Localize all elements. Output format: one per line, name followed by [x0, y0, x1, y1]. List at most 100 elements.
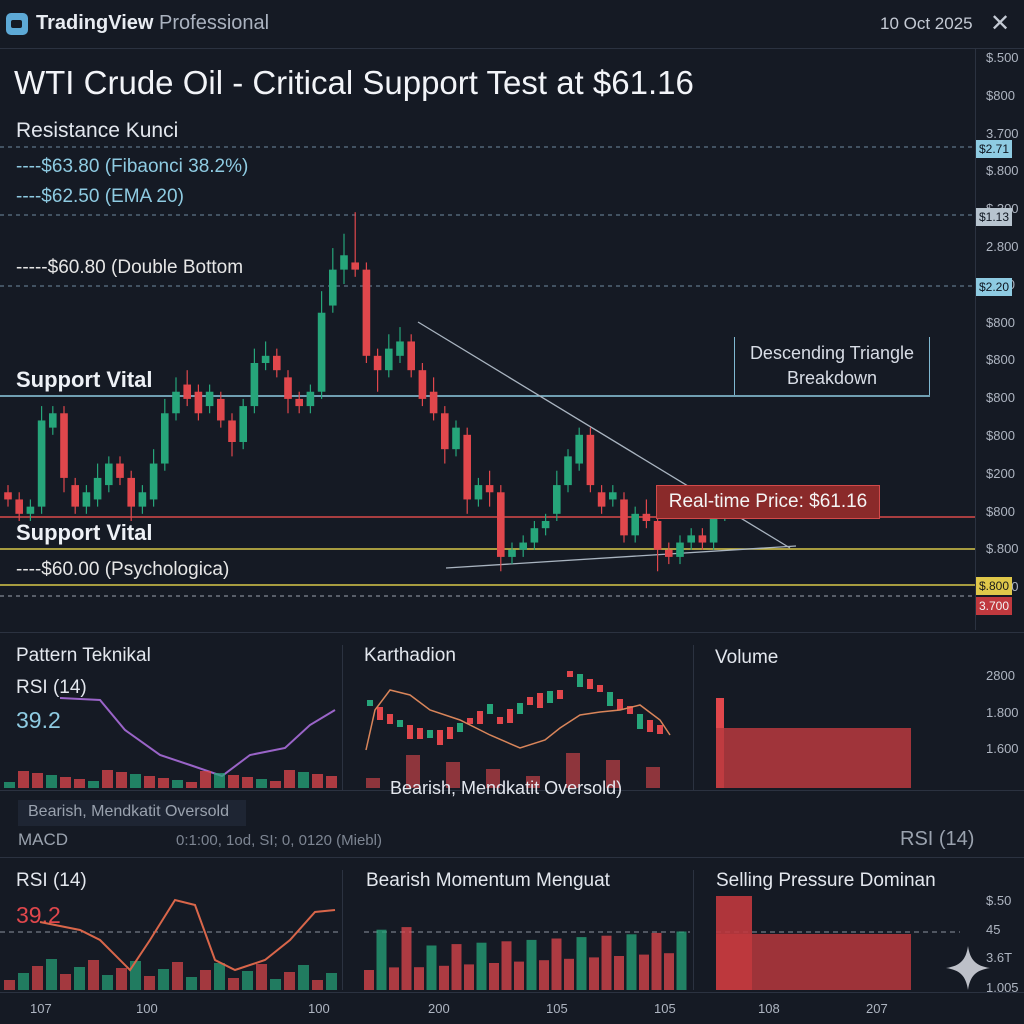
- rsi-volume-bar: [144, 976, 155, 990]
- mini-candle: [457, 723, 463, 732]
- mini-candle: [517, 703, 523, 714]
- mini-candle: [547, 691, 553, 703]
- karthadion-volume-bar: [486, 769, 500, 788]
- close-icon[interactable]: ✕: [990, 10, 1011, 37]
- candle-body: [665, 549, 673, 557]
- candle-body: [575, 434, 583, 464]
- candle-body: [362, 269, 371, 356]
- bottom-axis-label-1: $.50: [986, 893, 1012, 908]
- mini-candle: [447, 727, 453, 739]
- candle-body: [463, 434, 471, 500]
- rsi-volume-bar: [18, 973, 29, 990]
- momentum-bar: [414, 967, 424, 990]
- mid-panel-divider-1: [342, 645, 343, 790]
- x-axis-label-5: 105: [546, 1001, 568, 1016]
- momentum-bar: [526, 939, 537, 990]
- rsi-volume-bar: [284, 972, 295, 990]
- rsi-volume-bar: [88, 960, 99, 990]
- karthadion-volume-bar: [526, 776, 540, 788]
- candle-body: [541, 521, 550, 529]
- bottom-panel-divider-2: [693, 870, 694, 990]
- realtime-price-label: Real-time Price: $61.16: [656, 485, 880, 519]
- volume-bar: [326, 776, 337, 788]
- volume-title: Volume: [715, 647, 779, 668]
- karthadion-volume-bar: [406, 755, 420, 788]
- candle-body: [340, 255, 348, 270]
- x-axis-label-1: 107: [30, 1001, 52, 1016]
- candle-body: [71, 485, 79, 507]
- x-axis-label-8: 207: [866, 1001, 888, 1016]
- top-bar: [0, 0, 1024, 49]
- rsi-right-label: RSI (14): [900, 828, 975, 850]
- candle-body: [15, 499, 23, 514]
- bottom-volume-bars: [4, 927, 687, 990]
- volume-bar: [102, 770, 113, 788]
- volume-bar: [144, 776, 155, 788]
- rsi-volume-bar: [242, 971, 253, 990]
- bottom-axis-label-3: 3.6T: [986, 950, 1013, 965]
- karthadion-caption: Bearish, Mendkatit Oversold): [390, 778, 623, 798]
- volume-bar: [214, 773, 225, 788]
- rsi-volume-bar: [46, 959, 57, 990]
- mini-candle: [427, 730, 433, 738]
- resistance-heading: Resistance Kunci: [16, 119, 179, 142]
- rsi-volume-bars: [4, 770, 337, 788]
- mini-candle: [647, 720, 653, 732]
- price-axis-label: $800: [986, 314, 1015, 330]
- candle-body: [429, 391, 438, 414]
- bottom-panels-chart: [0, 896, 960, 990]
- volume-bar: [200, 771, 211, 788]
- volume-bar: [186, 782, 197, 788]
- candle-body: [519, 542, 527, 550]
- date-label: 10 Oct 2025: [880, 14, 973, 33]
- candle-body: [138, 492, 147, 507]
- mini-candle: [387, 714, 393, 724]
- candle-body: [295, 398, 303, 407]
- momentum-bar: [451, 944, 462, 990]
- bearish-caption-box: [18, 800, 246, 826]
- momentum-bar: [364, 970, 374, 990]
- candle-body: [4, 492, 12, 500]
- karthadion-ma-line: [365, 689, 671, 751]
- callout-line-1: Descending Triangle: [749, 343, 915, 363]
- momentum-bar: [639, 954, 649, 990]
- momentum-bar: [439, 965, 449, 990]
- mini-candle: [537, 693, 543, 708]
- rsi-volume-bar: [158, 969, 169, 990]
- candle-body: [284, 377, 292, 399]
- x-axis-label-3: 100: [308, 1001, 330, 1016]
- price-axis-label: 2.800: [986, 239, 1019, 254]
- candle-body: [183, 384, 191, 399]
- mini-candle: [557, 690, 563, 699]
- volume-bar: [116, 772, 127, 788]
- price-chart[interactable]: [0, 0, 1024, 640]
- chart-title: WTI Crude Oil - Critical Support Test at…: [14, 64, 694, 101]
- price-axis-label: $800: [986, 390, 1015, 406]
- support-vital-upper: Support Vital: [16, 367, 153, 392]
- mini-candle: [527, 697, 533, 705]
- candle-body: [37, 420, 46, 507]
- price-badge-double-bottom: $2.20: [976, 278, 1013, 296]
- rsi-volume-bar: [270, 979, 281, 990]
- mini-candle: [497, 717, 503, 724]
- rsi-volume-bar: [4, 980, 15, 990]
- candle-body: [385, 348, 393, 371]
- sparkle-icon: [946, 946, 990, 990]
- candle-body: [329, 269, 337, 306]
- momentum-bar: [376, 929, 387, 990]
- rsi-volume-bar: [326, 973, 337, 990]
- rsi-volume-bar: [130, 961, 141, 990]
- volume-block: [716, 728, 911, 788]
- x-axis-label-7: 108: [758, 1001, 780, 1016]
- momentum-bar: [426, 945, 437, 990]
- volume-bar: [88, 781, 99, 788]
- mini-candle: [617, 699, 623, 710]
- right-price-axis: $.500$8003.700$.800$.3002.800$800$800$80…: [986, 48, 1024, 638]
- mid-panels-bottom-divider: [0, 790, 1024, 791]
- candle-body: [530, 528, 539, 543]
- fib-level-label: ----$63.80 (Fibaonci 38.2%): [16, 156, 249, 177]
- bottom-axis-label-2: 45: [986, 922, 1001, 937]
- candle-body: [642, 513, 651, 521]
- candle-body: [228, 420, 236, 442]
- rsi-volume-bar: [102, 975, 113, 990]
